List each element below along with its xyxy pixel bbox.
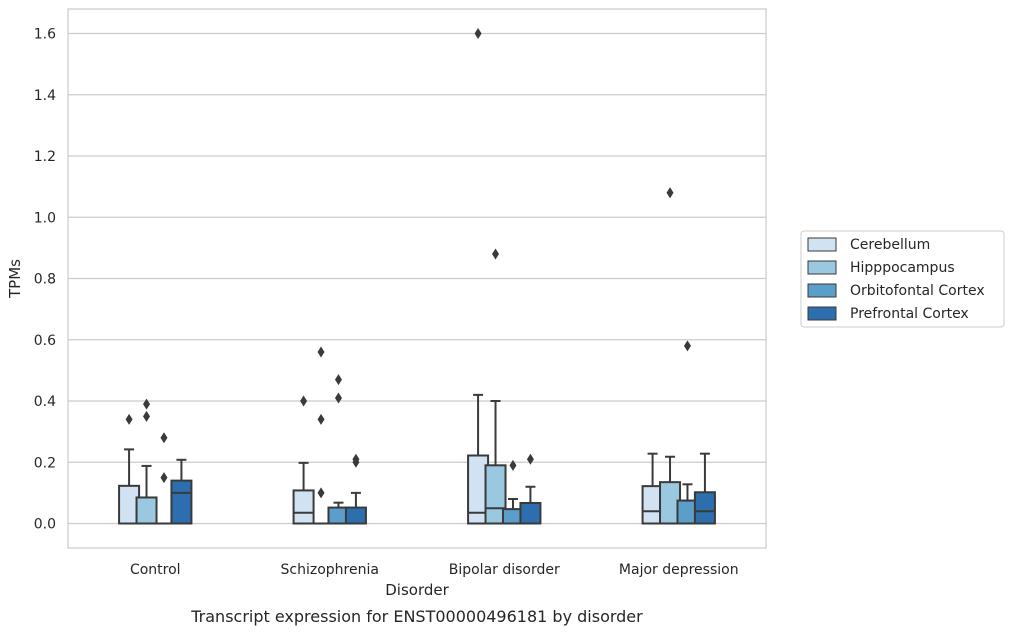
outlier-point [666,187,674,199]
outlier-point [683,340,691,352]
outlier-point [509,459,517,471]
outlier-point [143,410,151,422]
box-2-1 [484,248,507,525]
box-0-0 [118,413,141,525]
box-0-1 [135,398,158,525]
legend-swatch [807,237,837,252]
y-tick-label: 1.2 [34,149,56,165]
box-1-0 [292,395,315,525]
outlier-point [526,453,534,465]
legend-label: Cerebellum [850,237,930,253]
x-tick-labels: Control Schizophrenia Bipolar disorder Majo… [130,562,739,578]
box-0-2 [152,432,175,525]
y-tick-label: 0.4 [34,394,56,410]
box-body [693,491,716,525]
box-body [170,479,193,525]
outlier-point [160,472,168,484]
box-body [135,496,158,525]
box-1-2 [327,374,350,525]
y-axis-title: TPMs [6,259,24,299]
plot-frame [67,8,767,549]
legend-label: Orbitofontal Cortex [850,283,985,299]
outlier-point [317,346,325,358]
y-tick-labels: 0.0 0.2 0.4 0.6 0.8 1.0 1.2 1.4 1.6 [34,27,56,533]
outlier-point [334,374,342,386]
box-body [344,506,367,525]
box-2-3 [519,453,542,525]
legend-swatch [807,283,837,298]
x-tick-label: Control [130,562,181,578]
y-tick-label: 1.4 [34,88,56,104]
outlier-point [125,413,133,425]
y-tick-label: 1.6 [34,27,56,43]
box-3-0 [641,452,664,525]
y-tick-label: 0.8 [34,272,56,288]
x-axis-title: Disorder [385,581,449,599]
y-tick-label: 0.6 [34,333,56,349]
outlier-point [474,28,482,39]
legend-swatch [807,306,837,321]
legend-frame [800,230,1005,328]
box-1-3 [344,453,367,525]
outlier-point [334,392,342,404]
x-tick-label: Bipolar disorder [449,562,560,578]
box-2-0 [467,28,490,525]
outlier-point [352,453,360,465]
box-3-1 [659,187,682,525]
box-body [292,489,315,525]
outlier-point [300,395,308,407]
chart-caption: Transcript expression for ENST0000049618… [190,607,643,626]
outlier-point [492,248,500,260]
outlier-point [317,487,325,499]
box-body [519,501,542,525]
y-tick-label: 1.0 [34,210,56,226]
outlier-point [160,432,168,444]
outlier-point [317,413,325,425]
box-3-3 [693,452,716,525]
outlier-point [143,398,151,410]
legend-swatch [807,260,837,275]
box-0-3 [170,458,193,525]
plot-area [118,28,716,525]
legend-label: Hipppocampus [850,260,955,276]
x-tick-label: Schizophrenia [281,562,379,578]
y-tick-label: 0.2 [34,455,56,471]
legend: Cerebellum Hipppocampus Orbitofontal Corte… [800,230,1005,328]
x-tick-label: Major depression [619,562,739,578]
y-gridlines [68,32,766,525]
y-tick-label: 0.0 [34,517,56,533]
legend-label: Prefrontal Cortex [850,306,969,322]
